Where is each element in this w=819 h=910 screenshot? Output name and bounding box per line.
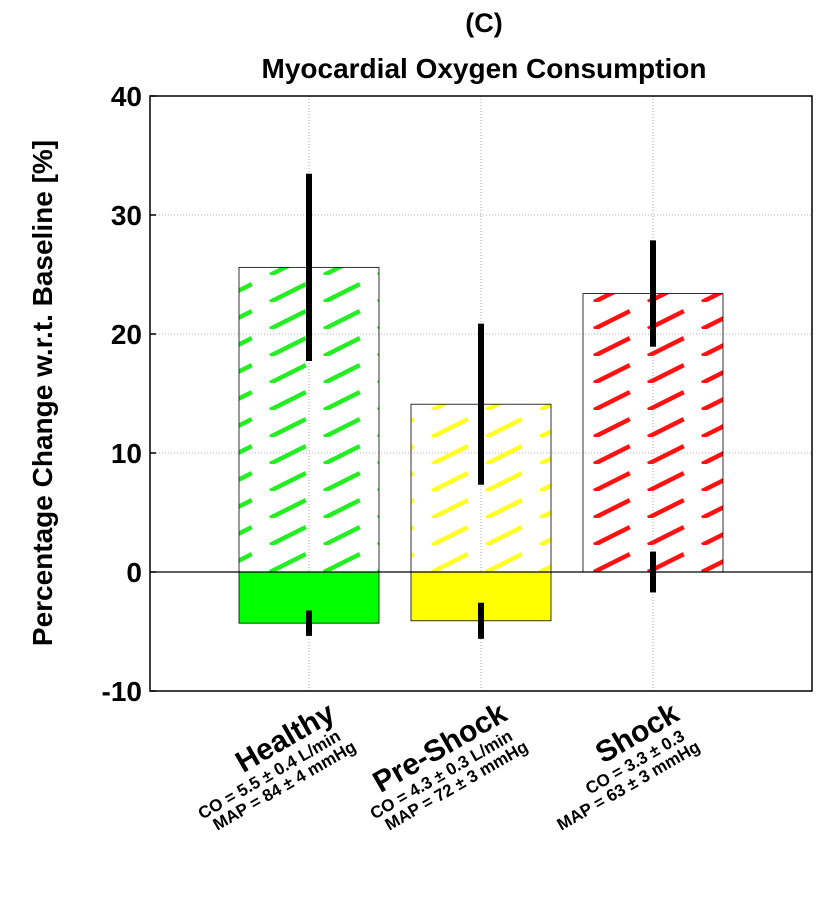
y-tick-label: 10 (111, 438, 142, 469)
error-bar (650, 551, 656, 593)
y-tick-label: 30 (111, 200, 142, 231)
error-bar (650, 240, 656, 347)
y-tick-label: 0 (126, 557, 142, 588)
y-tick-label: -10 (102, 676, 142, 707)
error-bar (478, 323, 484, 485)
y-axis-label: Percentage Change w.r.t. Baseline [%] (27, 140, 58, 646)
plot-frame (149, 95, 813, 692)
chart-title: Myocardial Oxygen Consumption (262, 53, 707, 84)
chart-title: (C) (465, 8, 502, 38)
error-bar (306, 610, 312, 636)
error-bar (306, 173, 312, 361)
error-bar (478, 602, 484, 639)
y-tick-label: 20 (111, 319, 142, 350)
y-tick-label: 40 (111, 81, 142, 112)
